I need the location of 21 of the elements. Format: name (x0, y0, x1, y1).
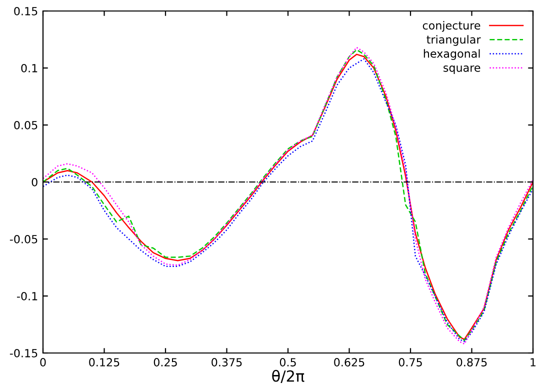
x-tick-label: 0.625 (334, 358, 364, 366)
y-tick-label: -0.1 (17, 292, 38, 300)
x-tick-label: 0.75 (398, 358, 422, 366)
legend-label: conjecture (422, 21, 480, 32)
y-tick-label: 0.1 (21, 64, 38, 72)
x-tick-label: 0 (40, 358, 46, 366)
legend-label: triangular (426, 35, 481, 46)
y-tick-label: -0.15 (10, 348, 38, 358)
y-tick-label: -0.05 (10, 234, 38, 244)
y-tick-label: 0.15 (14, 6, 38, 16)
x-tick-label: 0.25 (154, 358, 177, 366)
x-axis-title: θ/2π (272, 370, 304, 384)
x-tick-label: 1 (530, 358, 536, 366)
x-tick-label: 0.5 (280, 358, 296, 366)
legend-label: hexagonal (424, 49, 480, 60)
x-tick-label: 0.875 (456, 358, 487, 366)
x-tick-label: 0.125 (89, 358, 120, 366)
legend-label: square (444, 65, 480, 74)
y-tick-label: 0 (32, 178, 38, 186)
y-tick-label: 0.05 (14, 120, 38, 130)
x-tick-label: 0.375 (212, 358, 242, 366)
